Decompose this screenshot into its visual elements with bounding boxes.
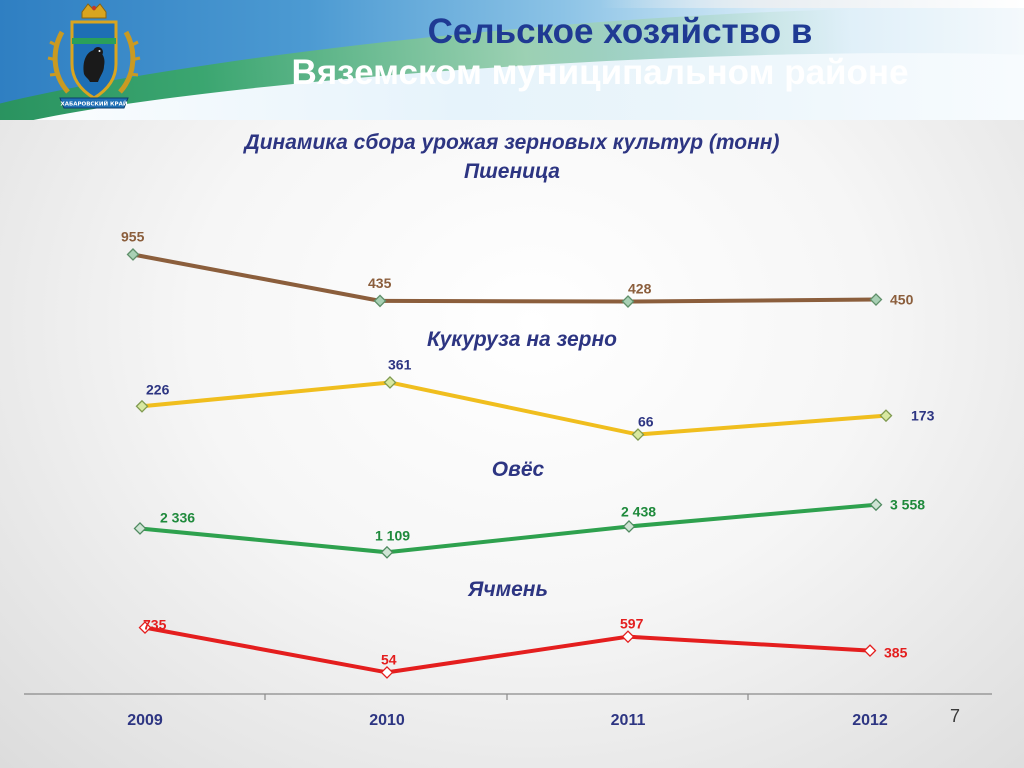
section-label-oats: Овёс	[491, 458, 545, 481]
data-point-marker	[135, 399, 149, 413]
chart-subtitle: Динамика сбора урожая зерновых культур (…	[0, 128, 1024, 186]
data-label: 1 109	[375, 527, 410, 543]
header-banner	[0, 0, 1024, 120]
data-label: 3 558	[890, 497, 925, 513]
chart-subtitle-line1: Динамика сбора урожая зерновых культур (…	[244, 131, 780, 154]
data-label: 226	[146, 381, 170, 397]
series-line-3	[139, 502, 877, 555]
series-line-1	[132, 252, 877, 304]
data-point-marker	[380, 545, 394, 559]
data-point-marker	[373, 294, 387, 308]
data-label: 735	[143, 617, 167, 633]
data-label: 361	[388, 356, 412, 372]
data-point-marker	[133, 522, 147, 535]
section-label-barley: Ячмень	[468, 578, 548, 601]
x-tick-label: 2009	[127, 712, 163, 729]
data-point-marker	[138, 621, 152, 635]
data-point-marker	[622, 520, 636, 533]
series-line-2	[141, 380, 887, 437]
header-top-line	[600, 0, 1024, 8]
data-point-marker	[621, 630, 635, 644]
section-label-corn: Кукуруза на зерно	[427, 328, 617, 351]
x-tick-label: 2012	[852, 712, 888, 729]
slide-title-line2: Вяземском муниципальном районе	[291, 53, 909, 92]
data-label: 66	[638, 414, 654, 430]
data-label: 597	[620, 616, 644, 632]
data-label: 173	[911, 408, 935, 424]
data-label: 54	[381, 651, 397, 667]
slide-title-line1: Сельское хозяйство в	[427, 12, 813, 51]
x-tick-label: 2010	[369, 712, 405, 729]
data-label: 385	[884, 645, 908, 661]
chart-subtitle-line2: Пшеница	[464, 160, 560, 183]
data-point-marker	[863, 644, 877, 658]
slide-title: Сельское хозяйство в Вяземском муниципал…	[170, 14, 1010, 90]
data-label: 428	[628, 281, 652, 297]
x-tick-label: 2011	[611, 712, 646, 729]
emblem-ribbon-text: ХАБАРОВСКИЙ КРАЙ	[61, 100, 128, 108]
data-label: 955	[121, 228, 145, 244]
data-point-marker	[869, 293, 883, 306]
series-line-4	[144, 625, 871, 675]
data-point-marker	[879, 409, 893, 423]
page-number: 7	[950, 706, 961, 726]
data-point-marker	[631, 428, 645, 441]
data-label: 435	[368, 275, 392, 291]
data-point-marker	[126, 248, 140, 261]
data-label: 2 438	[621, 503, 656, 519]
data-point-marker	[380, 665, 394, 679]
data-point-marker	[383, 376, 397, 389]
data-point-marker	[869, 498, 883, 512]
coat-of-arms-icon: ХАБАРОВСКИЙ КРАЙ	[47, 3, 141, 109]
data-point-marker	[621, 295, 635, 308]
data-label: 450	[890, 292, 914, 308]
data-label: 2 336	[160, 509, 195, 525]
